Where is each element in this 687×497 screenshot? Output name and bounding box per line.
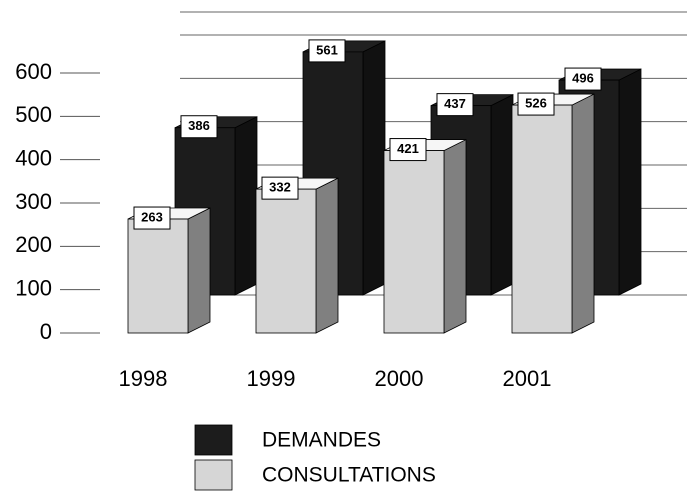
- y-tick-label: 0: [40, 319, 52, 344]
- x-tick-label: 1999: [247, 366, 296, 391]
- x-tick-label: 2000: [375, 366, 424, 391]
- legend-label: CONSULTATIONS: [262, 464, 436, 487]
- bar-side: [490, 93, 514, 296]
- legend-label: DEMANDES: [262, 429, 381, 452]
- value-label-box: [436, 93, 474, 117]
- value-label: 561: [316, 42, 338, 57]
- bar-side: [234, 116, 258, 296]
- bar: [383, 150, 445, 334]
- value-label: 526: [525, 96, 547, 111]
- y-tick-label: 200: [15, 232, 52, 257]
- bar-side: [362, 40, 386, 296]
- bar-side: [187, 207, 211, 334]
- value-label: 437: [444, 96, 466, 111]
- bar: [511, 104, 573, 334]
- value-label-box: [389, 138, 427, 162]
- x-tick-label: 1998: [119, 366, 168, 391]
- bar-side: [571, 93, 595, 334]
- y-tick-label: 500: [15, 102, 52, 127]
- value-label: 386: [188, 118, 210, 133]
- value-label-box: [517, 92, 555, 116]
- y-tick-label: 300: [15, 189, 52, 214]
- bar: [127, 218, 189, 334]
- y-tick-label: 100: [15, 275, 52, 300]
- y-tick-label: 400: [15, 145, 52, 170]
- value-label-box: [180, 115, 218, 139]
- value-label-box: [261, 176, 299, 200]
- x-tick-label: 2001: [503, 366, 552, 391]
- bar-side: [315, 177, 339, 334]
- value-label: 332: [269, 180, 291, 195]
- value-label-box: [133, 206, 171, 230]
- value-label: 421: [397, 141, 419, 156]
- legend-swatch: [194, 459, 233, 491]
- value-label-box: [564, 67, 602, 91]
- bar-side: [443, 138, 467, 334]
- legend-swatch: [194, 424, 233, 456]
- bar: [255, 188, 317, 334]
- value-label-box: [308, 39, 346, 63]
- value-label: 263: [141, 209, 163, 224]
- y-tick-label: 600: [15, 59, 52, 84]
- value-label: 496: [572, 71, 594, 86]
- bar-side: [618, 68, 642, 296]
